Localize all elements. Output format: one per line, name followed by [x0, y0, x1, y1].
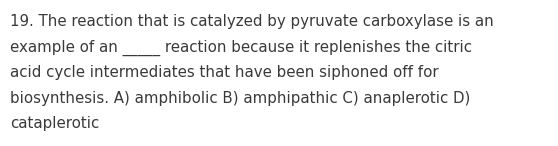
- Text: biosynthesis. A) amphibolic B) amphipathic C) anaplerotic D): biosynthesis. A) amphibolic B) amphipath…: [10, 91, 470, 106]
- Text: acid cycle intermediates that have been siphoned off for: acid cycle intermediates that have been …: [10, 65, 439, 80]
- Text: example of an _____ reaction because it replenishes the citric: example of an _____ reaction because it …: [10, 40, 472, 56]
- Text: cataplerotic: cataplerotic: [10, 116, 99, 131]
- Text: 19. The reaction that is catalyzed by pyruvate carboxylase is an: 19. The reaction that is catalyzed by py…: [10, 14, 494, 29]
